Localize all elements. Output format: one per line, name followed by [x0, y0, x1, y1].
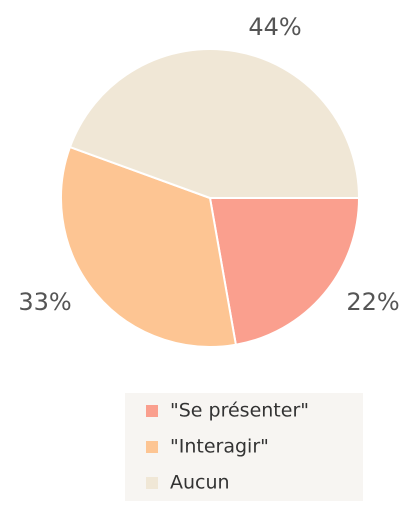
legend-swatch [146, 441, 158, 453]
slice-label: 33% [18, 288, 71, 316]
legend-label: "Interagir" [170, 436, 269, 458]
slice-label: 22% [346, 288, 399, 316]
legend-label: "Se présenter" [170, 400, 309, 422]
legend-box [125, 393, 363, 501]
legend-label: Aucun [170, 472, 230, 494]
legend-swatch [146, 477, 158, 489]
pie-slice [60, 145, 238, 348]
pie-slice [208, 197, 361, 346]
pie-slice [68, 48, 361, 199]
legend-swatch [146, 405, 158, 417]
slice-label: 44% [248, 13, 301, 41]
